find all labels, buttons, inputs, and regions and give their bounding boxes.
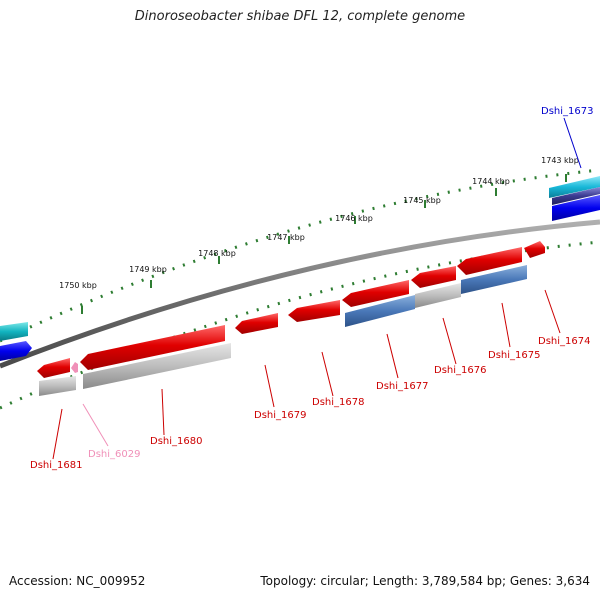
gene-label-dshi-1679[interactable]: Dshi_1679 [254,410,306,421]
gene-dshi-1677[interactable] [342,280,409,307]
cds-dshi-1681[interactable] [39,376,76,396]
outer-tick-ring [0,168,600,343]
tick-label-1747: 1747 kbp [267,233,305,242]
gene-dshi-1676[interactable] [411,266,456,288]
gene-label-dshi-1677[interactable]: Dshi_1677 [376,381,428,392]
gene-label-dshi-1676[interactable]: Dshi_1676 [434,365,486,376]
gene-label-dshi-6029[interactable]: Dshi_6029 [88,449,140,460]
gene-dshi-1679[interactable] [235,313,278,334]
feature-left-teal[interactable] [0,322,28,341]
gene-label-dshi-1678[interactable]: Dshi_1678 [312,397,364,408]
major-ticks [81,174,567,314]
tick-label-1743: 1743 kbp [541,156,579,165]
tick-label-1744: 1744 kbp [472,177,510,186]
gene-dshi-1681[interactable] [37,358,70,378]
gene-dshi-1673-navy[interactable] [552,187,600,205]
gene-label-dshi-1680[interactable]: Dshi_1680 [150,436,202,447]
cds-dshi-1680[interactable] [83,343,231,389]
gene-dshi-1673[interactable] [552,195,600,221]
forward-strand-features [0,176,600,361]
accession-text: Accession: NC_009952 [9,574,146,588]
tick-label-1750: 1750 kbp [59,281,97,290]
gene-dshi-1675[interactable] [457,247,522,275]
gene-dshi-1680[interactable] [80,325,225,370]
gene-label-dshi-1681[interactable]: Dshi_1681 [30,460,82,471]
gene-dshi-6029[interactable] [71,362,78,373]
map-title: Dinoroseobacter shibae DFL 12, complete … [134,9,466,24]
gene-dshi-1673-cyan[interactable] [549,176,600,198]
feature-left-blue[interactable] [0,341,32,361]
cds-dshi-1676[interactable] [415,283,461,308]
tick-label-1745: 1745 kbp [403,196,441,205]
tick-label-1749: 1749 kbp [129,265,167,274]
gene-dshi-1678[interactable] [288,300,340,322]
genome-backbone [0,219,600,369]
genome-summary-text: Topology: circular; Length: 3,789,584 bp… [260,574,590,588]
gene-label-dshi-1675[interactable]: Dshi_1675 [488,350,540,361]
cds-dshi-1677[interactable] [345,295,415,327]
cds-dshi-1675[interactable] [461,265,527,294]
gene-label-dshi-1673[interactable]: Dshi_1673 [541,106,593,117]
tick-label-1748: 1748 kbp [198,249,236,258]
tick-label-1746: 1746 kbp [335,214,373,223]
cds-features [39,265,527,396]
leader-lines [52,117,582,460]
reverse-strand-features [37,241,545,378]
gene-label-dshi-1674[interactable]: Dshi_1674 [538,336,590,347]
gene-dshi-1674[interactable] [524,241,545,258]
